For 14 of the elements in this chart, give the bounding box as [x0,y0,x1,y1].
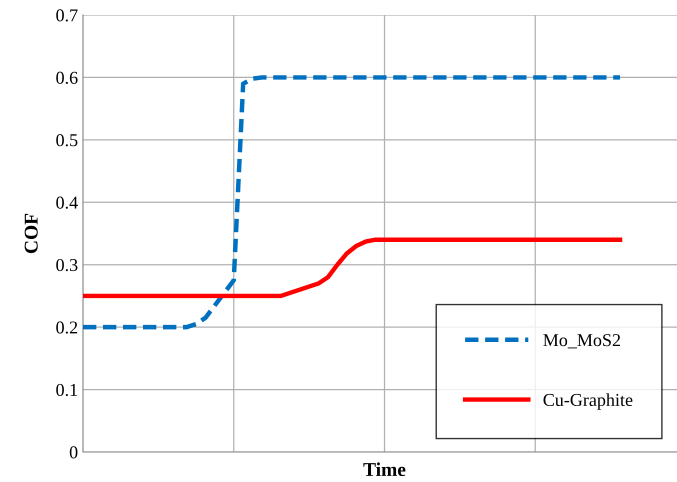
y-tick-label: 0.5 [56,134,78,146]
y-tick-label: 0.2 [56,321,78,334]
legend-label: Cu-Graphite [544,393,632,410]
line-series [83,75,622,330]
y-tick-label: 0 [70,446,78,458]
y-tick-label: 0.3 [56,258,78,272]
y-tick-label: 0.6 [56,72,78,84]
y-tick-label: 0.7 [56,9,78,22]
y-axis-title: COF [24,214,38,254]
line-series [83,238,622,298]
legend-label: Mo_MoS2 [543,334,620,348]
x-axis-title: Time [363,462,406,476]
y-tick-label: 0.1 [56,384,78,396]
y-tick-label: 0.4 [56,196,78,209]
